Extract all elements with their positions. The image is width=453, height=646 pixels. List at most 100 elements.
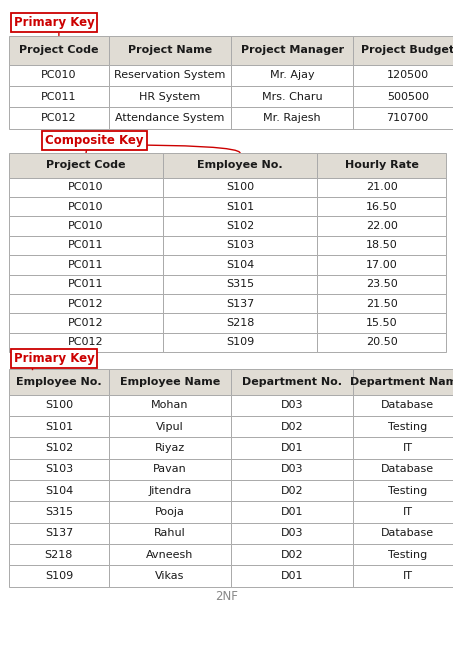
FancyBboxPatch shape (353, 416, 453, 437)
FancyBboxPatch shape (109, 437, 231, 459)
FancyBboxPatch shape (317, 197, 446, 216)
FancyBboxPatch shape (109, 86, 231, 107)
Text: Pavan: Pavan (153, 464, 187, 474)
Text: 15.50: 15.50 (366, 318, 397, 328)
FancyBboxPatch shape (109, 544, 231, 565)
FancyBboxPatch shape (9, 523, 109, 544)
Text: 20.50: 20.50 (366, 337, 398, 348)
Text: PC010: PC010 (68, 202, 104, 212)
FancyBboxPatch shape (163, 236, 317, 255)
Text: Attendance System: Attendance System (115, 113, 225, 123)
Text: PC012: PC012 (41, 113, 77, 123)
FancyBboxPatch shape (109, 523, 231, 544)
Text: 2NF: 2NF (215, 590, 238, 603)
Text: S102: S102 (45, 443, 73, 453)
Text: Riyaz: Riyaz (155, 443, 185, 453)
FancyBboxPatch shape (163, 153, 317, 178)
Text: Database: Database (381, 464, 434, 474)
Text: Testing: Testing (388, 422, 427, 432)
FancyBboxPatch shape (317, 153, 446, 178)
Text: Rahul: Rahul (154, 528, 186, 538)
Text: Composite Key: Composite Key (45, 134, 144, 147)
FancyBboxPatch shape (9, 333, 163, 352)
Text: Database: Database (381, 528, 434, 538)
FancyBboxPatch shape (9, 416, 109, 437)
FancyBboxPatch shape (231, 480, 353, 501)
FancyBboxPatch shape (9, 294, 163, 313)
Text: IT: IT (403, 507, 413, 517)
Text: Hourly Rate: Hourly Rate (345, 160, 419, 171)
FancyBboxPatch shape (163, 197, 317, 216)
Text: S102: S102 (226, 221, 254, 231)
FancyBboxPatch shape (109, 501, 231, 523)
Text: S109: S109 (45, 571, 73, 581)
FancyBboxPatch shape (9, 216, 163, 236)
FancyBboxPatch shape (317, 216, 446, 236)
Text: 16.50: 16.50 (366, 202, 397, 212)
Text: PC010: PC010 (68, 221, 104, 231)
Text: Department Name: Department Name (350, 377, 453, 387)
FancyBboxPatch shape (9, 36, 109, 65)
Text: S100: S100 (45, 401, 73, 410)
Text: 710700: 710700 (386, 113, 429, 123)
FancyBboxPatch shape (163, 216, 317, 236)
Text: Mr. Rajesh: Mr. Rajesh (263, 113, 321, 123)
FancyBboxPatch shape (9, 459, 109, 480)
FancyBboxPatch shape (231, 459, 353, 480)
Text: PC011: PC011 (41, 92, 77, 101)
Text: S137: S137 (226, 298, 254, 309)
FancyBboxPatch shape (231, 544, 353, 565)
FancyBboxPatch shape (231, 65, 353, 86)
FancyBboxPatch shape (231, 565, 353, 587)
Text: PC010: PC010 (68, 182, 104, 193)
Text: S218: S218 (226, 318, 254, 328)
FancyBboxPatch shape (317, 178, 446, 197)
Text: D01: D01 (281, 571, 304, 581)
FancyBboxPatch shape (353, 437, 453, 459)
FancyBboxPatch shape (9, 107, 109, 129)
FancyBboxPatch shape (231, 501, 353, 523)
Text: S101: S101 (226, 202, 254, 212)
FancyBboxPatch shape (109, 416, 231, 437)
FancyBboxPatch shape (109, 459, 231, 480)
Text: S103: S103 (226, 240, 254, 251)
Text: PC012: PC012 (68, 298, 104, 309)
FancyBboxPatch shape (231, 523, 353, 544)
Text: Employee No.: Employee No. (16, 377, 102, 387)
Text: 500500: 500500 (387, 92, 429, 101)
FancyBboxPatch shape (163, 178, 317, 197)
Text: Employee Name: Employee Name (120, 377, 220, 387)
Text: S137: S137 (45, 528, 73, 538)
FancyBboxPatch shape (231, 86, 353, 107)
FancyBboxPatch shape (317, 275, 446, 294)
Text: Jitendra: Jitendra (148, 486, 192, 495)
FancyBboxPatch shape (353, 107, 453, 129)
Text: Mr. Ajay: Mr. Ajay (270, 70, 314, 80)
FancyBboxPatch shape (109, 107, 231, 129)
FancyBboxPatch shape (9, 501, 109, 523)
Text: D02: D02 (281, 422, 304, 432)
Text: S315: S315 (226, 279, 254, 289)
FancyBboxPatch shape (9, 178, 163, 197)
Text: Pooja: Pooja (155, 507, 185, 517)
FancyBboxPatch shape (9, 86, 109, 107)
FancyBboxPatch shape (9, 544, 109, 565)
Text: Testing: Testing (388, 486, 427, 495)
FancyBboxPatch shape (9, 197, 163, 216)
FancyBboxPatch shape (317, 294, 446, 313)
Text: D02: D02 (281, 486, 304, 495)
FancyBboxPatch shape (353, 86, 453, 107)
FancyBboxPatch shape (9, 369, 109, 395)
Text: S100: S100 (226, 182, 254, 193)
FancyBboxPatch shape (353, 369, 453, 395)
FancyBboxPatch shape (317, 236, 446, 255)
Text: PC011: PC011 (68, 260, 104, 270)
FancyBboxPatch shape (317, 255, 446, 275)
Text: Project Name: Project Name (128, 45, 212, 55)
Text: Avneesh: Avneesh (146, 550, 193, 559)
FancyBboxPatch shape (231, 416, 353, 437)
FancyBboxPatch shape (9, 437, 109, 459)
Text: Department No.: Department No. (242, 377, 342, 387)
FancyBboxPatch shape (9, 565, 109, 587)
Text: Project Code: Project Code (46, 160, 126, 171)
